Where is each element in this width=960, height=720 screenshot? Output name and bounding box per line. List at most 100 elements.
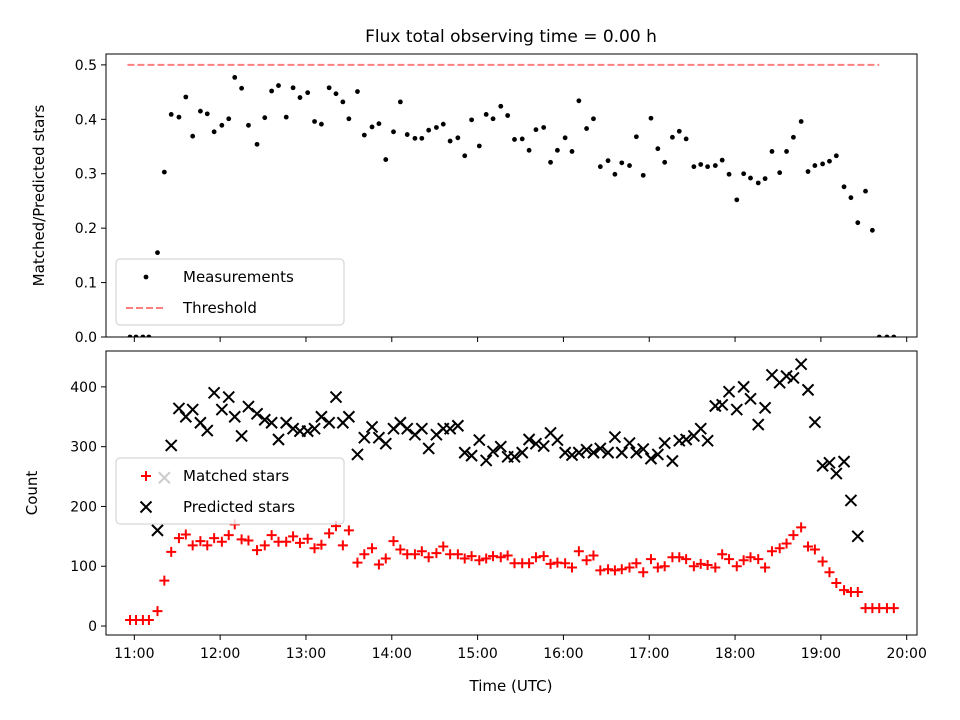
matched-star-point-14 (223, 530, 234, 541)
predicted-star-point-82 (737, 380, 750, 394)
predicted-star-point-46 (479, 454, 493, 467)
predicted-star-point-62 (594, 442, 607, 455)
matched-star-point-48 (466, 551, 477, 562)
predicted-star-point-83 (744, 392, 757, 406)
predicted-star-point-43 (458, 446, 471, 459)
x-tick-label: 19:00 (801, 646, 841, 662)
y-tick-label: 100 (70, 559, 97, 575)
predicted-star-point-25 (329, 390, 343, 404)
predicted-star-point-63 (601, 446, 615, 459)
matched-star-point-37 (388, 536, 399, 547)
matched-star-point-34 (367, 543, 378, 554)
measurement-point-51 (490, 116, 496, 122)
measurement-point-104 (869, 227, 875, 233)
matched-star-point-79 (688, 561, 699, 572)
matched-star-point-102 (852, 586, 863, 597)
measurement-point-72 (640, 172, 646, 178)
measurement-point-55 (519, 136, 525, 142)
predicted-star-point-19 (286, 422, 300, 435)
predicted-star-point-91 (801, 383, 815, 397)
measurement-point-94 (798, 119, 804, 124)
measurement-point-76 (670, 134, 675, 140)
predicted-star-point-60 (580, 443, 593, 456)
measurement-point-14 (226, 116, 232, 122)
predicted-star-point-21 (301, 424, 314, 438)
matched-star-point-50 (481, 553, 492, 564)
matched-star-point-46 (452, 549, 463, 560)
predicted-star-point-52 (522, 433, 536, 446)
measurement-point-82 (712, 163, 718, 168)
measurement-point-57 (533, 127, 539, 133)
measurement-point-74 (655, 146, 661, 152)
matched-star-point-12 (209, 533, 220, 544)
matched-star-point-30 (337, 540, 348, 551)
measurement-point-48 (469, 117, 474, 123)
x-tick-label: 18:00 (715, 646, 755, 662)
measurement-point-100 (841, 184, 847, 190)
bottom-panel-counts: 0 100 200 300 400 Count 11:00 12:00 13:00 14:00 15… (23, 350, 927, 662)
measurement-point-80 (698, 162, 704, 167)
matched-star-point-59 (545, 558, 556, 569)
measurement-point-6 (168, 112, 174, 117)
predicted-star-point-8 (207, 386, 221, 400)
predicted-star-point-23 (315, 410, 328, 423)
measurement-point-73 (648, 115, 654, 121)
measurement-point-35 (376, 121, 382, 127)
predicted-star-point-97 (844, 494, 858, 507)
matched-star-point-61 (560, 558, 571, 569)
matched-star-point-68 (609, 565, 620, 576)
measurement-point-56 (526, 147, 532, 153)
x-tick-label: 11:00 (114, 646, 154, 662)
measurement-point-102 (855, 220, 861, 226)
y-tick-label: 0.3 (75, 167, 97, 183)
predicted-star-point-68 (637, 442, 650, 456)
measurement-point-15 (232, 75, 238, 80)
y-axis-label: Matched/Predicted stars (30, 105, 48, 287)
measurement-point-50 (483, 112, 489, 117)
matched-star-point-10 (195, 536, 206, 547)
measurement-point-83 (719, 157, 725, 163)
predicted-star-point-72 (666, 454, 679, 468)
measurement-point-38 (397, 99, 403, 105)
measurement-point-87 (748, 175, 753, 181)
matched-star-point-18 (252, 545, 263, 556)
predicted-star-point-64 (608, 430, 622, 444)
matched-star-point-27 (316, 539, 327, 550)
predicted-star-point-9 (215, 403, 229, 416)
matched-star-point-69 (616, 564, 627, 575)
matched-star-point-64 (581, 555, 592, 566)
matched-star-point-20 (266, 530, 277, 541)
y-tick-label: 0.1 (75, 276, 97, 292)
measurement-point-54 (512, 137, 517, 142)
matched-star-point-8 (180, 529, 191, 540)
measurement-point-84 (726, 171, 732, 177)
predicted-star-point-22 (308, 422, 321, 435)
matched-star-point-98 (824, 567, 835, 578)
matched-star-point-47 (459, 553, 470, 564)
matched-star-point-11 (202, 540, 213, 551)
matched-star-point-94 (796, 522, 807, 533)
measurement-point-105 (876, 334, 882, 337)
measurement-point-68 (612, 171, 618, 177)
measurement-point-88 (755, 180, 761, 186)
measurement-point-92 (784, 149, 789, 154)
matched-star-point-42 (423, 552, 434, 563)
matched-star-point-62 (567, 562, 578, 573)
matched-star-point-9 (187, 540, 198, 551)
y-tick-label: 0.2 (75, 221, 97, 237)
measurement-point-101 (848, 195, 854, 201)
matched-star-point-31 (343, 525, 354, 536)
matched-star-point-96 (809, 544, 820, 555)
matched-star-point-99 (831, 577, 842, 588)
matched-star-point-84 (724, 554, 735, 565)
predicted-star-point-28 (351, 448, 364, 461)
predicted-star-point-2 (165, 439, 178, 452)
predicted-star-point-98 (851, 530, 864, 543)
measurement-point-69 (619, 160, 625, 166)
measurement-point-17 (246, 122, 251, 128)
x-tick-label: 16:00 (543, 646, 583, 662)
measurement-point-33 (361, 132, 367, 138)
measurement-point-25 (305, 90, 311, 96)
predicted-star-point-24 (322, 416, 336, 429)
predicted-star-point-29 (358, 431, 371, 444)
